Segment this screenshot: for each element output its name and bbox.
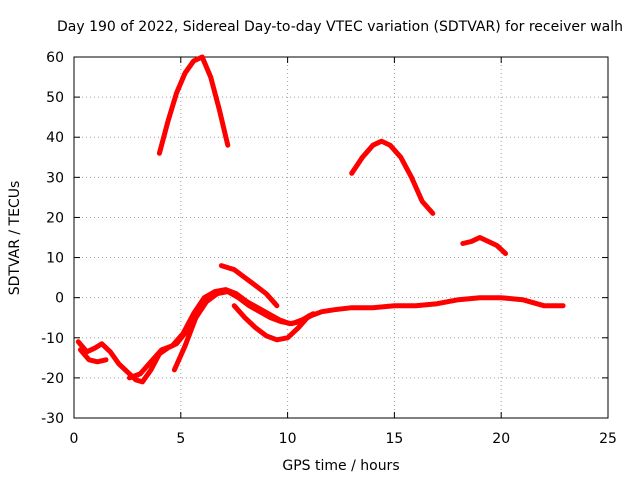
y-tick-label: 10: [46, 251, 64, 267]
y-tick-label: 60: [46, 50, 64, 66]
series-arc-5: [231, 303, 312, 343]
y-tick-label: 50: [46, 90, 64, 106]
y-axis-label: SDTVAR / TECUs: [7, 181, 23, 296]
tick-layer: 0 5 10 15 20 25 -30 -20 -10 0 10 20 30 40 50 60: [41, 50, 617, 447]
series-arc-8: [75, 315, 199, 385]
series-arc-7: [127, 287, 566, 381]
x-tick-label: 20: [492, 431, 510, 447]
series-arc-1: [156, 54, 231, 156]
y-tick-label: -20: [41, 371, 64, 387]
series-layer: [75, 54, 566, 385]
series-arc-4: [218, 263, 280, 309]
x-tick-label: 5: [176, 431, 185, 447]
x-axis-label: GPS time / hours: [282, 458, 399, 474]
y-tick-label: 20: [46, 210, 64, 226]
x-tick-label: 0: [70, 431, 79, 447]
chart-title: Day 190 of 2022, Sidereal Day-to-day VTE…: [57, 19, 623, 35]
x-tick-label: 10: [279, 431, 297, 447]
y-tick-label: -10: [41, 331, 64, 347]
series-arc-9: [77, 347, 109, 365]
plot-frame: [73, 56, 609, 419]
y-tick-label: -30: [41, 411, 64, 427]
y-tick-label: 30: [46, 170, 64, 186]
x-tick-label: 25: [599, 431, 617, 447]
x-tick-label: 15: [385, 431, 403, 447]
y-tick-label: 40: [46, 130, 64, 146]
series-arc-2: [349, 138, 436, 216]
series-arc-3: [460, 235, 508, 256]
y-tick-label: 0: [55, 291, 64, 307]
